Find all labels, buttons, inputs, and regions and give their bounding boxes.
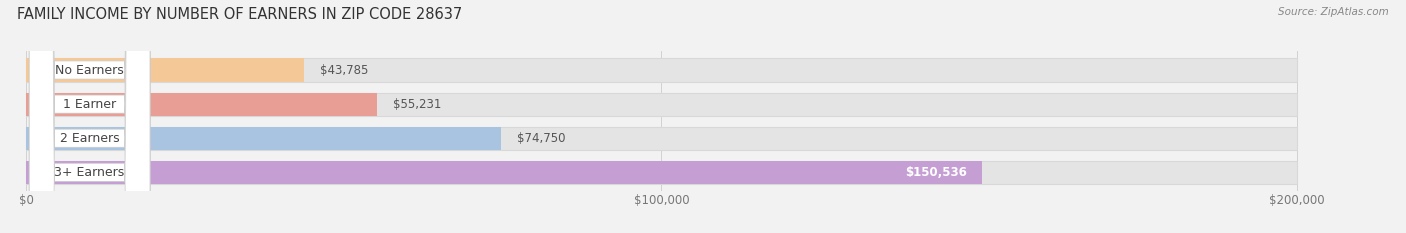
Bar <box>27 127 501 150</box>
Text: FAMILY INCOME BY NUMBER OF EARNERS IN ZIP CODE 28637: FAMILY INCOME BY NUMBER OF EARNERS IN ZI… <box>17 7 463 22</box>
Bar <box>27 58 304 82</box>
Bar <box>27 161 1296 184</box>
Text: 1 Earner: 1 Earner <box>63 98 117 111</box>
FancyBboxPatch shape <box>30 0 150 233</box>
Text: 3+ Earners: 3+ Earners <box>55 166 125 179</box>
Text: $74,750: $74,750 <box>517 132 565 145</box>
Bar <box>27 93 377 116</box>
Text: No Earners: No Earners <box>55 64 124 76</box>
Bar <box>27 127 1296 150</box>
FancyBboxPatch shape <box>30 0 150 233</box>
FancyBboxPatch shape <box>30 0 150 233</box>
Text: $43,785: $43,785 <box>321 64 368 76</box>
Bar <box>27 58 1296 82</box>
Text: $150,536: $150,536 <box>904 166 966 179</box>
Bar <box>27 93 1296 116</box>
FancyBboxPatch shape <box>30 0 150 233</box>
Text: $55,231: $55,231 <box>392 98 441 111</box>
Text: Source: ZipAtlas.com: Source: ZipAtlas.com <box>1278 7 1389 17</box>
Bar <box>27 161 983 184</box>
Text: 2 Earners: 2 Earners <box>60 132 120 145</box>
